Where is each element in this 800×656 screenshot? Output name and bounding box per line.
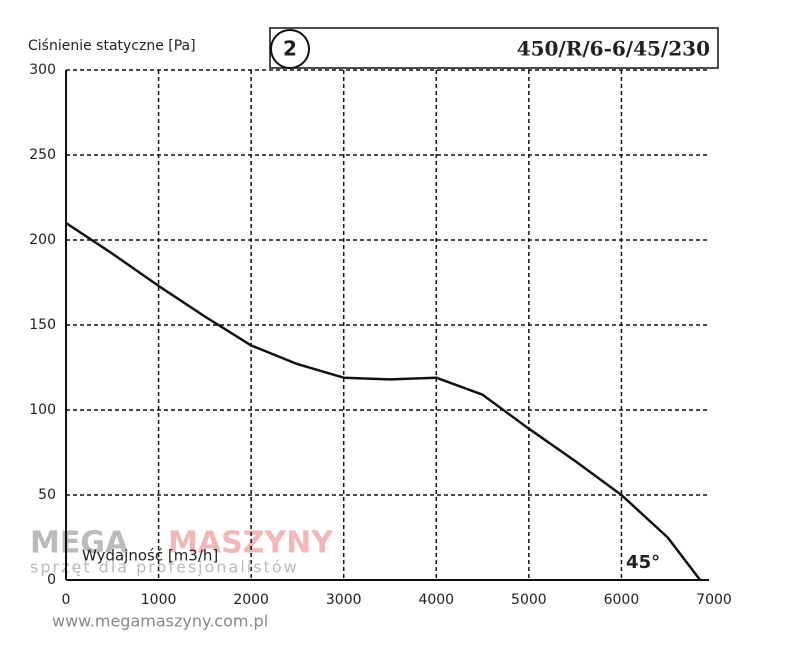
chart-title: Ciśnienie statyczne [Pa]	[28, 38, 196, 54]
y-tick-label: 200	[29, 232, 56, 248]
badge: 2	[283, 37, 297, 61]
model-box	[269, 27, 719, 69]
y-tick-label: 300	[29, 62, 56, 78]
y-tick-label: 250	[29, 147, 56, 163]
x-tick-label: 4000	[418, 592, 454, 608]
x-axis-label: Wydajność [m3/h]	[82, 547, 218, 565]
y-tick-label: 50	[38, 487, 56, 503]
watermark: sprzęt dla profesjonalistów	[30, 558, 299, 577]
model: 450/R/6-6/45/230	[517, 37, 710, 61]
badge-circle	[270, 29, 310, 69]
watermark-url: www.megamaszyny.com.pl	[52, 612, 268, 631]
y-tick-label: 0	[47, 572, 56, 588]
x-tick-label: 5000	[511, 592, 547, 608]
y-tick-label: 150	[29, 317, 56, 333]
x-tick-label: 7000	[696, 592, 732, 608]
annotation: 45°	[626, 552, 660, 573]
x-tick-label: 0	[62, 592, 71, 608]
x-tick-label: 6000	[604, 592, 640, 608]
watermark: MEGA	[30, 526, 129, 561]
x-tick-label: 3000	[326, 592, 362, 608]
x-tick-label: 1000	[141, 592, 177, 608]
line	[65, 221, 702, 581]
x-tick-label: 2000	[233, 592, 269, 608]
y-tick-label: 100	[29, 402, 56, 418]
